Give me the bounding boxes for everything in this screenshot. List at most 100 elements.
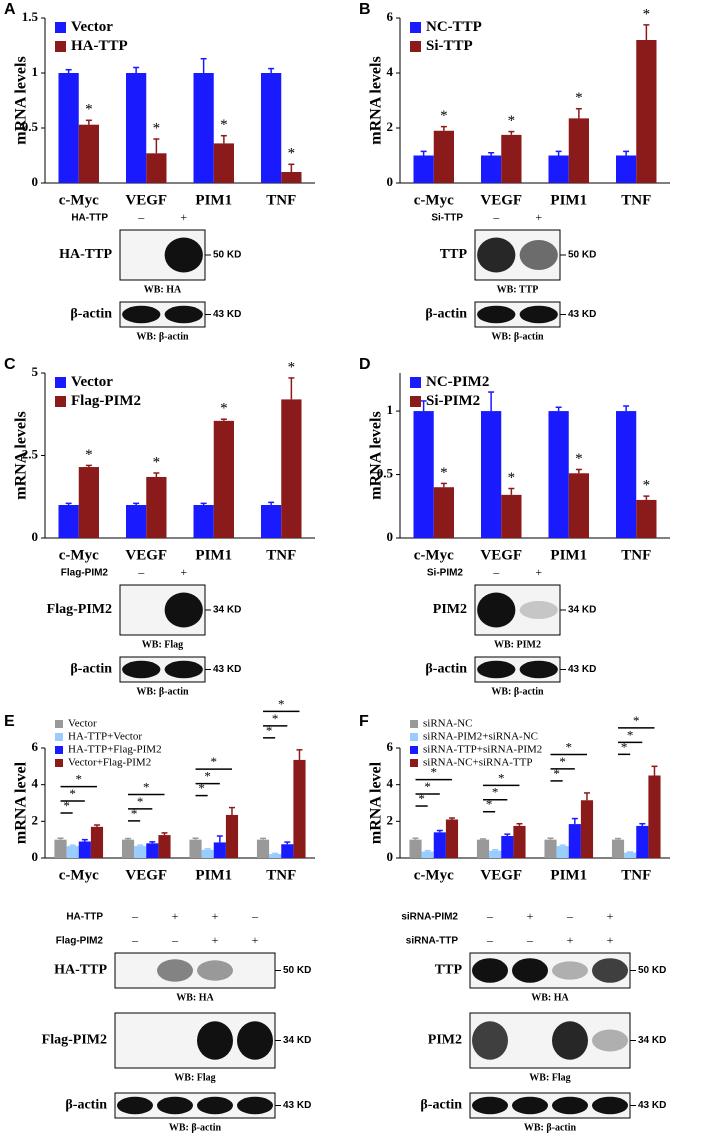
y-tick-label: 6 [32,739,39,754]
condition-label: Si-TTP [431,213,463,224]
comparison-star: * [486,797,493,812]
bar [256,839,270,858]
bar [616,155,637,183]
condition-label: Si-PIM2 [427,568,464,579]
blot-size: 34 KD [568,605,596,616]
bar [636,825,649,858]
legend-swatch [55,733,63,741]
panel-letter: B [359,1,371,18]
x-tick-label: PIM1 [550,192,587,208]
bar [201,849,214,858]
y-axis-label: mRNA levels [368,411,385,499]
bar [213,842,226,858]
condition-sign: – [486,933,494,947]
legend-swatch [410,41,421,52]
blot-size: 43 KD [568,664,596,675]
significance-star: * [220,117,228,133]
blot-label: TTP [440,247,468,262]
panel-letter: A [4,1,16,18]
legend-label: Vector [71,374,113,390]
comparison-star: * [76,772,83,787]
blot-wb: WB: TTP [497,284,539,295]
legend-label: Si-TTP [426,38,473,54]
bar [556,846,569,858]
x-tick-label: TNF [621,867,651,883]
x-tick-label: PIM1 [550,547,587,563]
blot-wb: WB: HA [144,284,182,295]
blot-label: HA-TTP [59,247,112,262]
blot-wb: WB: β-actin [136,686,189,697]
panel-letter: E [4,713,15,730]
blot-size: 43 KD [568,309,596,320]
blot-wb: WB: β-actin [491,331,544,342]
blot-band [237,1021,273,1060]
x-tick-label: c-Myc [59,867,99,883]
blot-size: 50 KD [638,965,666,976]
condition-sign: – [251,909,259,923]
comparison-star: * [431,765,438,780]
bar [193,73,214,183]
bar [413,411,434,538]
blot-wb: WB: β-actin [524,1122,577,1133]
condition-sign: + [172,909,179,923]
bar [476,839,490,858]
bar [261,73,282,183]
bar [90,826,104,858]
significance-star: * [508,470,516,486]
condition-sign: + [607,909,614,923]
blot-band [164,305,203,324]
blot-band [592,1096,628,1115]
bar [624,852,637,858]
bar [413,155,434,183]
y-axis-label: mRNA levels [13,56,30,144]
blot-wb: WB: HA [176,992,214,1003]
bar [433,832,446,858]
blot-label: Flag-PIM2 [42,1033,107,1048]
bar [213,420,234,538]
bar [501,494,522,538]
legend-label: siRNA-TTP+siRNA-PIM2 [423,744,542,756]
comparison-star: * [143,779,150,794]
comparison-star: * [63,798,70,813]
legend-label: NC-TTP [426,19,482,35]
y-tick-label: 1 [32,64,39,79]
blot-label: HA-TTP [54,963,107,978]
bar [146,153,167,183]
bar [158,835,171,858]
bar [616,411,637,538]
x-tick-label: VEGF [480,192,522,208]
blot-band [197,960,233,981]
condition-sign: + [567,933,574,947]
bar [146,843,159,858]
legend-swatch [55,720,63,728]
y-axis-label: mRNA level [368,761,385,844]
blot-band [164,592,203,628]
blot-band [477,660,516,679]
bar [501,134,522,183]
y-tick-label: 6 [387,9,394,24]
blot-label: β-actin [425,307,467,322]
blot-band [519,240,558,270]
condition-sign: – [171,933,179,947]
legend-swatch [410,746,418,754]
blot-band [552,1021,588,1060]
blot-band [519,601,558,619]
legend-swatch [55,396,66,407]
comparison-star: * [424,779,431,794]
y-tick-label: 1 [387,402,394,417]
blot-size: 34 KD [283,1035,311,1046]
blot-label: β-actin [70,307,112,322]
condition-sign: + [607,933,614,947]
x-tick-label: VEGF [125,867,167,883]
y-tick-label: 0 [32,529,39,544]
blot-band [477,592,516,628]
blot-band [197,1021,233,1060]
bar [58,73,79,183]
x-tick-label: c-Myc [414,547,454,563]
blot-band [117,1096,153,1115]
blot-wb: WB: Flag [529,1072,570,1083]
comparison-star: * [492,785,499,800]
